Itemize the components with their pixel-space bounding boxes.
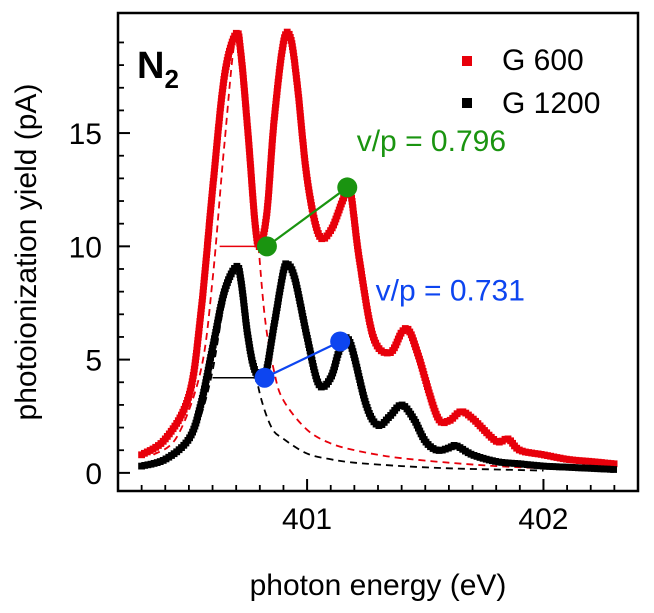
ratio-connector-g1200 (264, 340, 341, 379)
chart-title: N2 (137, 45, 179, 94)
valley-point-g1200 (254, 367, 275, 388)
x-tick-label: 402 (518, 503, 568, 536)
x-axis-label: photon energy (eV) (250, 569, 507, 602)
peak-point-g1200 (330, 331, 351, 352)
fit-line-g600 (152, 30, 544, 470)
data-marker-g1200 (610, 466, 617, 473)
y-tick-label: 15 (69, 118, 102, 151)
fit-line-g1200 (164, 265, 544, 472)
legend: G 600 G 1200 (462, 44, 600, 120)
y-tick-label: 0 (85, 458, 102, 491)
legend-label-g1200: G 1200 (502, 87, 600, 120)
data-marker-g600 (610, 460, 618, 468)
x-tick-label: 401 (282, 503, 332, 536)
chart-title-subscript: 2 (164, 64, 178, 94)
ratio-label-g1200: v/p = 0.731 (376, 275, 525, 308)
chart-title-main: N (137, 45, 164, 87)
ratio-connector-g600 (266, 186, 348, 248)
ratio-label-g600: v/p = 0.796 (357, 125, 506, 158)
legend-label-g600: G 600 (502, 44, 584, 77)
legend-marker-g600 (462, 56, 472, 66)
y-axis-label: photoionization yield (pA) (10, 84, 43, 421)
legend-marker-g1200 (462, 98, 472, 108)
y-tick-label: 5 (85, 345, 102, 378)
y-tick-label: 10 (69, 231, 102, 264)
peak-point-g600 (337, 177, 358, 198)
valley-point-g600 (256, 236, 277, 257)
